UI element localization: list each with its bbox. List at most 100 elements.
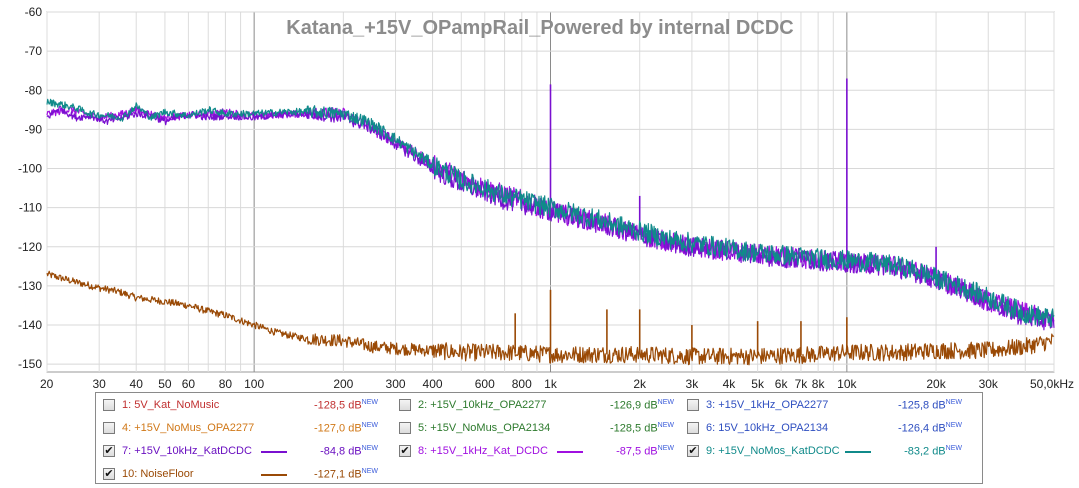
x-tick-label: 80 [219,377,233,391]
legend-line-swatch [261,451,287,453]
x-tick-label: 4k [723,377,737,391]
legend-value-text: -87,5 dB [616,445,658,458]
legend-value-text: -127,1 dB [313,468,362,481]
x-tick-label: 1k [544,377,558,391]
x-tick-label: 3k [686,377,700,391]
y-tick-label: -130 [18,279,42,293]
legend-item: ✔ 10: NoiseFloor -127,1 dBNEW [96,464,386,486]
legend-item-label: 9: +15V_NoMos_KatDCDC [706,445,840,457]
legend-value-text: -128,5 dB [609,422,658,435]
legend-item-label: 2: +15V_10kHz_OPA2277 [418,399,547,411]
y-axis: -60 -70 -80 -90 -100 -110 -120 -130 -140 -150 [18,5,42,371]
legend-item: ✔ 8: +15V_1kHz_Kat_DCDC -87,5 dBNEW [392,441,682,463]
legend-new-tag: NEW [361,468,378,475]
legend-checkbox[interactable] [687,399,699,411]
legend-new-tag: NEW [945,399,962,406]
x-tick-label: 600 [475,377,495,391]
series-line [46,270,1055,366]
y-tick-label: -80 [25,83,43,97]
legend-value-text: -125,8 dB [897,399,946,412]
series-+15V_NoMos_KatDCDC [46,98,1055,328]
legend-item-label: 4: +15V_NoMus_OPA2277 [122,422,255,434]
legend-new-tag: NEW [361,399,378,406]
y-tick-label: -100 [18,162,42,176]
legend-item-value: -125,8 dBNEW [898,399,962,412]
x-tick-label: 20 [40,377,54,391]
legend-checkbox[interactable] [687,422,699,434]
legend-value-text: -126,4 dB [897,422,946,435]
legend-item-label: 7: +15V_10kHz_KatDCDC [122,445,252,457]
x-tick-label: 60 [182,377,196,391]
legend-panel: 1: 5V_Kat_NoMusic -128,5 dBNEW 2: +15V_10k… [95,392,983,484]
y-tick-label: -90 [25,122,43,136]
y-tick-label: -70 [25,44,43,58]
legend-item: ✔ 9: +15V_NoMos_KatDCDC -83,2 dBNEW [680,441,970,463]
y-tick-label: -120 [18,240,42,254]
legend-line-swatch [845,451,871,453]
legend-item-value: -128,5 dBNEW [314,399,378,412]
legend-new-tag: NEW [361,445,378,452]
legend-checkbox[interactable] [103,422,115,434]
x-axis: 20 30 40 50 60 80 100 200 300 400 600 800 1k 2k 3k 4k 5k… [40,377,1074,391]
x-tick-label: 30k [979,377,999,391]
legend-checkbox[interactable]: ✔ [687,445,699,457]
legend-line-swatch [557,451,583,453]
x-tick-label: 100 [244,377,264,391]
x-tick-label: 50,0kHz [1030,377,1074,391]
legend-row: 1: 5V_Kat_NoMusic -128,5 dBNEW 2: +15V_10k… [96,395,982,417]
legend-item-value: -127,1 dBNEW [314,468,378,481]
y-tick-label: -150 [18,357,42,371]
legend-row: ✔ 10: NoiseFloor -127,1 dBNEW [96,464,982,486]
legend-checkbox[interactable]: ✔ [103,468,115,480]
x-tick-label: 2k [633,377,647,391]
legend-item: 6: 15V_10kHz_OPA2134 -126,4 dBNEW [680,418,970,440]
x-tick-label: 800 [512,377,532,391]
legend-item: 3: +15V_1kHz_OPA2277 -125,8 dBNEW [680,395,970,417]
x-tick-label: 20k [926,377,946,391]
legend-new-tag: NEW [657,399,674,406]
legend-value-text: -84,8 dB [320,445,362,458]
x-tick-label: 400 [423,377,443,391]
legend-checkbox[interactable]: ✔ [399,445,411,457]
legend-checkbox[interactable] [399,422,411,434]
series-line [46,98,1055,328]
legend-row: 4: +15V_NoMus_OPA2277 -127,0 dBNEW 5: +15V… [96,418,982,440]
x-tick-label: 10k [837,377,857,391]
legend-item-value: -126,4 dBNEW [898,422,962,435]
legend-checkbox[interactable] [103,399,115,411]
chart-title: Katana_+15V_OPampRail_Powered by interna… [286,17,793,39]
x-tick-label: 30 [93,377,107,391]
y-tick-label: -110 [19,201,42,215]
legend-item: ✔ 7: +15V_10kHz_KatDCDC -84,8 dBNEW [96,441,386,463]
y-tick-label: -140 [18,318,42,332]
legend-item-label: 3: +15V_1kHz_OPA2277 [706,399,829,411]
x-tick-label: 6k [775,377,789,391]
legend-new-tag: NEW [945,422,962,429]
legend-value-text: -128,5 dB [313,399,362,412]
legend-checkbox[interactable]: ✔ [103,445,115,457]
legend-item-label: 10: NoiseFloor [122,468,194,480]
legend-item: 4: +15V_NoMus_OPA2277 -127,0 dBNEW [96,418,386,440]
chart-area: -60 -70 -80 -90 -100 -110 -120 -130 -140 -150 20 3… [18,5,1074,391]
legend-item-label: 5: +15V_NoMus_OPA2134 [418,422,551,434]
legend-item-value: -84,8 dBNEW [320,445,378,458]
x-tick-label: 50 [158,377,172,391]
legend-checkbox[interactable] [399,399,411,411]
legend-item-label: 1: 5V_Kat_NoMusic [122,399,220,411]
legend-row: ✔ 7: +15V_10kHz_KatDCDC -84,8 dBNEW ✔ 8: +15… [96,441,982,463]
x-tick-label: 300 [386,377,406,391]
legend-item-value: -126,9 dBNEW [610,399,674,412]
legend-item-value: -128,5 dBNEW [610,422,674,435]
legend-item: 2: +15V_10kHz_OPA2277 -126,9 dBNEW [392,395,682,417]
legend-value-text: -83,2 dB [904,445,946,458]
legend-item-value: -87,5 dBNEW [616,445,674,458]
x-tick-label: 40 [130,377,144,391]
legend-item-value: -127,0 dBNEW [314,422,378,435]
legend-new-tag: NEW [945,445,962,452]
legend-item: 5: +15V_NoMus_OPA2134 -128,5 dBNEW [392,418,682,440]
legend-item-label: 6: 15V_10kHz_OPA2134 [706,422,829,434]
y-tick-label: -60 [25,5,43,19]
legend-new-tag: NEW [657,445,674,452]
legend-item-value: -83,2 dBNEW [904,445,962,458]
x-tick-label: 200 [333,377,353,391]
